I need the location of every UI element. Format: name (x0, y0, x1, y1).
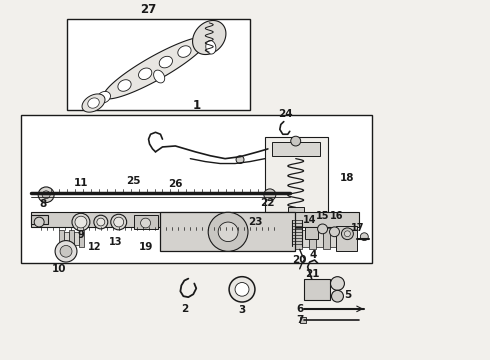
Circle shape (55, 240, 77, 262)
Text: 4: 4 (310, 250, 318, 260)
Polygon shape (103, 37, 208, 99)
Bar (265, 137, 327, 222)
Bar (300, 317, 306, 323)
Bar (74, 232, 79, 246)
Text: 19: 19 (138, 242, 153, 252)
Circle shape (60, 246, 72, 257)
Circle shape (342, 228, 353, 240)
Text: 15: 15 (316, 211, 329, 221)
Bar (161, 212, 294, 251)
Bar (309, 228, 316, 249)
Circle shape (141, 218, 150, 228)
Polygon shape (118, 80, 131, 91)
Circle shape (94, 215, 108, 229)
Circle shape (111, 214, 127, 230)
Circle shape (97, 218, 105, 226)
Text: 1: 1 (192, 99, 200, 112)
Text: 20: 20 (293, 255, 307, 265)
Text: 9: 9 (77, 230, 84, 240)
Circle shape (218, 222, 238, 242)
Bar (329, 230, 337, 247)
Circle shape (331, 277, 344, 290)
Polygon shape (139, 68, 152, 80)
Text: 18: 18 (340, 173, 354, 183)
Circle shape (34, 217, 44, 227)
Circle shape (360, 233, 368, 240)
Bar (31, 212, 359, 227)
Bar (288, 207, 304, 220)
Circle shape (332, 290, 343, 302)
Text: 26: 26 (168, 179, 183, 189)
Circle shape (42, 191, 50, 199)
Bar (302, 230, 309, 247)
Text: 27: 27 (141, 3, 157, 16)
Bar (134, 215, 158, 229)
Text: 12: 12 (88, 242, 101, 252)
Circle shape (236, 156, 244, 163)
Bar (305, 227, 318, 239)
Text: 22: 22 (261, 198, 275, 208)
Text: 24: 24 (278, 109, 293, 119)
Bar (322, 228, 329, 249)
Polygon shape (206, 40, 216, 54)
Text: 8: 8 (40, 198, 47, 208)
Polygon shape (178, 46, 191, 57)
Circle shape (229, 277, 255, 302)
Text: 7: 7 (296, 315, 304, 325)
Bar (67, 19, 250, 110)
Text: 14: 14 (303, 215, 317, 225)
Bar (337, 226, 357, 251)
Text: 3: 3 (239, 305, 245, 315)
Text: 21: 21 (305, 269, 319, 279)
Text: 11: 11 (74, 178, 88, 188)
Circle shape (291, 136, 301, 146)
Polygon shape (97, 91, 110, 103)
Circle shape (208, 212, 248, 251)
Circle shape (318, 224, 327, 234)
Circle shape (75, 216, 87, 228)
Circle shape (329, 227, 340, 237)
Text: 13: 13 (109, 237, 122, 247)
Polygon shape (159, 56, 172, 68)
Text: 5: 5 (344, 290, 352, 300)
Bar (31, 215, 48, 224)
Polygon shape (88, 98, 99, 108)
Bar (316, 230, 322, 247)
Circle shape (235, 283, 249, 296)
Text: 2: 2 (181, 304, 188, 314)
Polygon shape (154, 70, 165, 83)
Text: 6: 6 (296, 304, 304, 314)
Bar (294, 228, 302, 249)
Polygon shape (193, 21, 226, 54)
Circle shape (264, 189, 276, 201)
Text: 16: 16 (330, 211, 343, 221)
Circle shape (114, 217, 123, 227)
Bar (272, 142, 319, 156)
Text: 17: 17 (351, 223, 365, 233)
Bar (69, 230, 74, 247)
Bar (21, 115, 372, 263)
Polygon shape (82, 94, 105, 112)
Circle shape (38, 187, 54, 203)
Text: 23: 23 (247, 217, 262, 227)
Bar (59, 230, 64, 247)
Bar (79, 230, 84, 247)
Circle shape (72, 213, 90, 231)
Text: 25: 25 (126, 176, 141, 186)
Bar (64, 232, 69, 246)
Bar (304, 279, 329, 300)
Text: 10: 10 (52, 264, 66, 274)
Circle shape (344, 231, 350, 237)
